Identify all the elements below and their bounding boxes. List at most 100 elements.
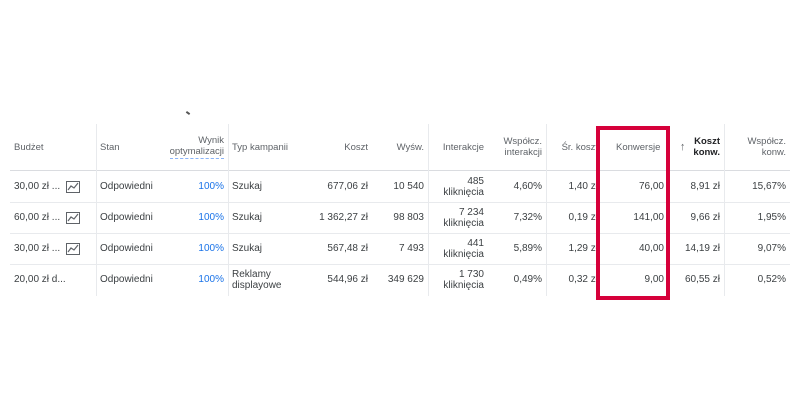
stray-mark — [185, 111, 191, 115]
header-campaign-type[interactable]: Typ kampanii — [228, 124, 306, 170]
conversions-cell: 76,00 — [638, 181, 664, 192]
optimization-score[interactable]: 100% — [198, 274, 224, 285]
header-impressions-label: Wyśw. — [396, 141, 424, 153]
cost-per-conv-cell: 14,19 zł — [684, 243, 720, 254]
header-avg-cost[interactable]: Śr. koszt — [546, 124, 602, 170]
trend-chart-icon[interactable] — [66, 211, 81, 224]
interactions-count: 485 — [467, 175, 484, 187]
cost-cell: 677,06 zł — [327, 181, 368, 192]
status-cell: Odpowiedni — [100, 181, 153, 192]
interactions-unit: kliknięcia — [443, 248, 484, 260]
campaign-type-value: Reklamy displayowe — [232, 269, 281, 291]
budget-cell[interactable]: 30,00 zł ... — [10, 233, 90, 264]
header-budget[interactable]: Budżet — [10, 124, 90, 170]
table-header: Budżet Stan Wynik optymalizacji Typ kamp… — [10, 124, 790, 171]
interactions-value: 1 730 kliknięcia — [443, 269, 484, 291]
optimization-score[interactable]: 100% — [198, 243, 224, 254]
campaign-type-line2: displayowe — [232, 279, 282, 291]
interaction-rate-cell: 7,32% — [513, 212, 542, 223]
cost-per-conv-cell: 8,91 zł — [690, 181, 720, 192]
avg-cost-cell: 1,29 zł — [568, 243, 598, 254]
header-status[interactable]: Stan — [96, 124, 166, 170]
table-row[interactable]: 30,00 zł ... Odpowiedni 100% Szukaj 677,… — [10, 171, 790, 203]
header-cr-line2: konw. — [761, 147, 786, 158]
impressions-cell: 10 540 — [393, 181, 424, 192]
conversions-cell: 141,00 — [633, 212, 664, 223]
cost-cell: 1 362,27 zł — [319, 212, 368, 223]
impressions-cell: 98 803 — [393, 212, 424, 223]
trend-chart-icon[interactable] — [66, 180, 81, 193]
header-conversions-label: Konwersje — [616, 141, 661, 153]
column-divider — [228, 124, 229, 296]
header-cost[interactable]: Koszt — [306, 124, 372, 170]
interactions-unit: kliknięcia — [443, 186, 484, 198]
impressions-cell: 349 629 — [387, 274, 424, 285]
arrow-up-icon[interactable]: ↑ — [679, 140, 686, 153]
campaign-type-cell: Szukaj — [232, 181, 263, 192]
avg-cost-cell: 0,32 zł — [568, 274, 598, 285]
optimization-score[interactable]: 100% — [198, 181, 224, 192]
header-cost-per-conv-label: Koszt konw. — [693, 136, 720, 158]
campaign-type-cell: Reklamy displayowe — [228, 264, 306, 295]
status-cell: Odpowiedni — [100, 243, 153, 254]
campaign-type-cell: Szukaj — [232, 212, 263, 223]
header-ir-line1: Współcz. — [503, 136, 542, 147]
interactions-value: 441 kliknięcia — [443, 238, 484, 260]
header-conv-rate-label: Współcz. konw. — [747, 136, 786, 158]
interactions-value: 7 234 kliknięcia — [443, 207, 484, 229]
interactions-cell: 485 kliknięcia — [428, 171, 488, 202]
header-conversions[interactable]: Konwersje — [602, 124, 668, 170]
interactions-unit: kliknięcia — [443, 279, 484, 291]
interactions-value: 485 kliknięcia — [443, 176, 484, 198]
header-interaction-rate[interactable]: Współcz. interakcji — [488, 124, 546, 170]
conversions-cell: 9,00 — [644, 274, 664, 285]
header-impressions[interactable]: Wyśw. — [372, 124, 428, 170]
budget-value: 20,00 zł d... — [14, 274, 66, 285]
conv-rate-cell: 0,52% — [757, 274, 786, 285]
header-campaign-type-label: Typ kampanii — [232, 141, 288, 153]
header-cost-per-conv[interactable]: ↑ Koszt konw. — [668, 124, 724, 170]
budget-value: 30,00 zł ... — [14, 243, 61, 254]
table-row[interactable]: 60,00 zł ... Odpowiedni 100% Szukaj 1 36… — [10, 202, 790, 234]
table-row[interactable]: 30,00 zł ... Odpowiedni 100% Szukaj 567,… — [10, 233, 790, 265]
interaction-rate-cell: 0,49% — [513, 274, 542, 285]
column-divider — [428, 124, 429, 296]
campaign-table: Budżet Stan Wynik optymalizacji Typ kamp… — [10, 124, 790, 296]
header-status-label: Stan — [100, 141, 120, 153]
budget-value: 60,00 zł ... — [14, 212, 61, 223]
column-divider — [96, 124, 97, 296]
header-conv-rate[interactable]: Współcz. konw. — [724, 124, 790, 170]
budget-value: 30,00 zł ... — [14, 181, 61, 192]
interactions-count: 441 — [467, 237, 484, 249]
header-ir-line2: interakcji — [504, 147, 543, 158]
status-cell: Odpowiedni — [100, 212, 153, 223]
cost-cell: 544,96 zł — [327, 274, 368, 285]
avg-cost-cell: 1,40 zł — [568, 181, 598, 192]
budget-cell[interactable]: 20,00 zł d... — [10, 264, 90, 295]
header-optimization[interactable]: Wynik optymalizacji — [166, 124, 228, 170]
header-cr-line1: Współcz. — [747, 136, 786, 147]
conversions-cell: 40,00 — [638, 243, 664, 254]
header-optimization-label: Wynik optymalizacji — [169, 135, 224, 159]
header-interactions-label: Interakcje — [442, 141, 484, 153]
trend-chart-icon[interactable] — [66, 242, 81, 255]
campaign-type-cell: Szukaj — [232, 243, 263, 254]
conversions-highlight-box — [596, 126, 670, 300]
interactions-unit: kliknięcia — [443, 217, 484, 229]
header-interactions[interactable]: Interakcje — [428, 124, 488, 170]
conv-rate-cell: 15,67% — [752, 181, 786, 192]
budget-cell[interactable]: 30,00 zł ... — [10, 171, 90, 202]
interaction-rate-cell: 4,60% — [513, 181, 542, 192]
interactions-count: 1 730 — [458, 268, 484, 280]
column-divider — [724, 124, 725, 296]
avg-cost-cell: 0,19 zł — [568, 212, 598, 223]
budget-cell[interactable]: 60,00 zł ... — [10, 202, 90, 233]
header-opt-line1: Wynik — [198, 135, 224, 146]
optimization-score[interactable]: 100% — [198, 212, 224, 223]
header-cpc-line2: konw. — [693, 147, 720, 158]
cost-per-conv-cell: 9,66 zł — [690, 212, 720, 223]
cost-cell: 567,48 zł — [327, 243, 368, 254]
table-row[interactable]: 20,00 zł d... Odpowiedni 100% Reklamy di… — [10, 264, 790, 295]
header-interaction-rate-label: Współcz. interakcji — [503, 136, 542, 158]
header-opt-line2: optymalizacji — [169, 146, 224, 159]
